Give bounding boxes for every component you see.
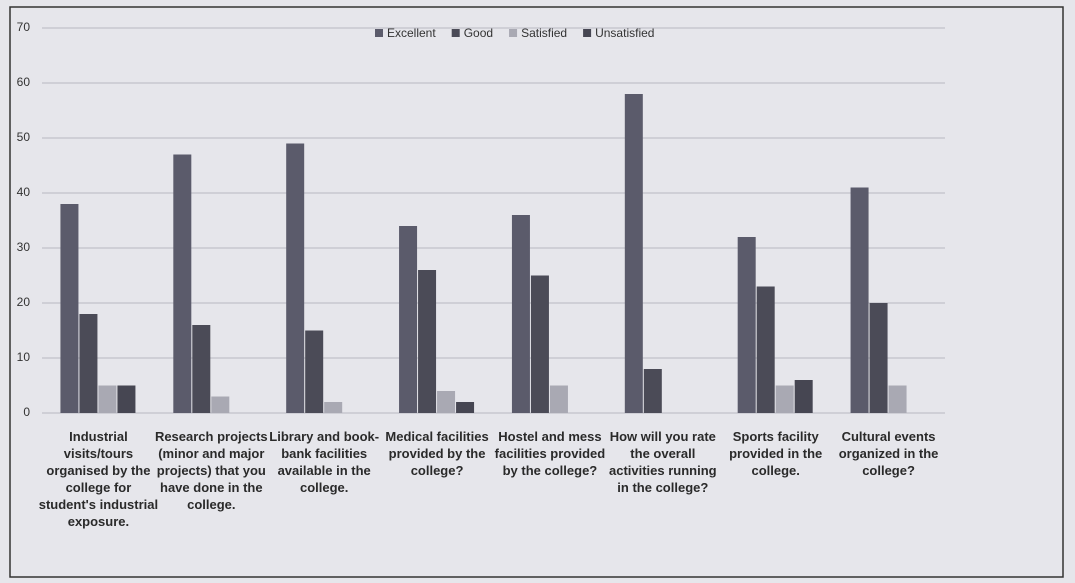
y-tick-label: 40 xyxy=(17,185,31,199)
y-tick-label: 70 xyxy=(17,20,31,34)
bar xyxy=(737,237,756,413)
legend-label: Good xyxy=(464,26,493,40)
bar xyxy=(399,226,418,413)
bar xyxy=(192,325,211,413)
legend-swatch xyxy=(375,29,383,37)
legend-swatch xyxy=(583,29,592,37)
bar xyxy=(850,187,869,413)
bar xyxy=(79,314,98,413)
y-tick-label: 50 xyxy=(17,130,31,144)
bar xyxy=(418,270,437,413)
bar xyxy=(643,369,662,413)
bar xyxy=(286,143,305,413)
y-tick-label: 20 xyxy=(17,295,31,309)
legend-label: Unsatisfied xyxy=(595,26,654,40)
x-tick-label: Library and book-bank facilities availab… xyxy=(269,429,380,495)
chart-border xyxy=(9,6,1064,578)
legend-label: Excellent xyxy=(387,26,436,40)
bar xyxy=(173,154,192,413)
x-tick-label: Industrial visits/tours organised by the… xyxy=(38,429,159,529)
bar xyxy=(437,391,456,413)
bar xyxy=(794,380,813,413)
x-tick-label: Medical facilities provided by the colle… xyxy=(385,429,489,478)
bar xyxy=(756,286,775,413)
y-tick-label: 0 xyxy=(23,405,30,419)
x-tick-label: Hostel and mess facilities provided by t… xyxy=(494,429,606,478)
bar xyxy=(869,303,888,413)
y-tick-label: 30 xyxy=(17,240,31,254)
bar xyxy=(98,385,117,413)
x-tick-label: How will you rate the overall activities… xyxy=(608,429,717,495)
legend-swatch xyxy=(451,29,460,37)
bar xyxy=(456,402,475,413)
bar xyxy=(305,330,324,413)
bar xyxy=(775,385,794,413)
bar xyxy=(324,402,343,413)
bar xyxy=(549,385,568,413)
bar xyxy=(530,275,549,413)
y-tick-label: 10 xyxy=(17,350,31,364)
bar xyxy=(511,215,530,413)
bar xyxy=(60,204,79,413)
bar xyxy=(888,385,907,413)
y-tick-label: 60 xyxy=(17,75,31,89)
bar xyxy=(117,385,136,413)
legend-label: Satisfied xyxy=(521,26,567,40)
bar xyxy=(211,396,230,413)
bar xyxy=(624,94,643,413)
x-tick-label: Research projects (minor and major proje… xyxy=(154,429,268,512)
x-tick-label: Sports facility provided in the college. xyxy=(729,429,823,478)
x-tick-label: Cultural events organized in the college… xyxy=(838,429,939,478)
legend-swatch xyxy=(509,29,518,37)
